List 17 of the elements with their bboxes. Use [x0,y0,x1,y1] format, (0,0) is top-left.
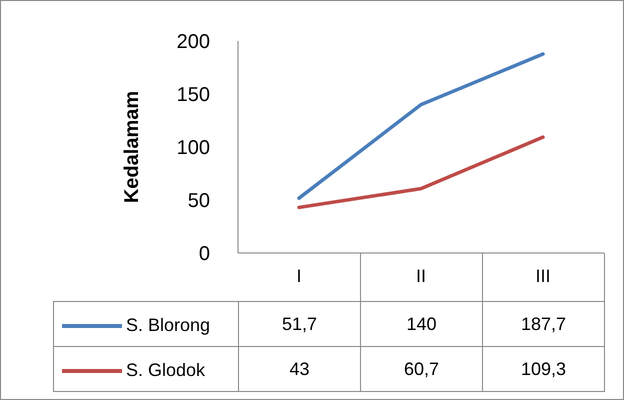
x-tick-label: II [416,266,426,286]
y-axis-title: Kedalamam [121,90,144,204]
x-tick-label: I [296,266,302,286]
data-label: 109,3 [482,346,604,392]
legend-label: S. Blorong [126,315,210,336]
data-label: 140 [360,302,482,346]
y-tick-label: 50 [188,190,210,212]
y-tick-label: 100 [176,137,210,160]
x-tick-label: III [535,266,551,286]
y-tick-label: 0 [198,243,210,266]
data-label: 51,7 [238,302,360,346]
y-tick-label: 200 [176,31,210,54]
legend-label: S. Glodok [126,360,206,382]
data-label: 187,7 [482,302,604,346]
y-tick-label: 150 [176,84,210,106]
data-label: 43 [238,346,360,392]
data-label: 60,7 [360,346,482,392]
